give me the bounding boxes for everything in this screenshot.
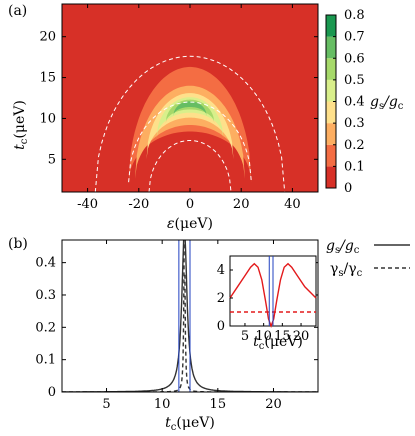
colorbar-tick-label: 0 — [344, 181, 352, 196]
panel-a-y-tick-label: 10 — [39, 111, 56, 126]
colorbar-tick-label: 0.8 — [344, 8, 365, 23]
panel-a-y-label: tc(μeV) — [12, 100, 30, 150]
inset-x-tick-label: 5 — [241, 329, 249, 344]
panel-b-y-tick-label: 0.3 — [35, 288, 56, 303]
panel-a-x-label: ε(μeV) — [167, 216, 213, 232]
panel-a-y-tick-label: 15 — [39, 71, 56, 86]
colorbar-tick-label: 0.7 — [344, 30, 365, 45]
panel-b-y-tick-label: 0.4 — [35, 256, 56, 271]
panel-b-y-tick-label: 0.1 — [35, 353, 56, 368]
colorbar-tick-label: 0.6 — [344, 51, 365, 66]
colorbar-band — [326, 101, 336, 124]
panel-b-label: (b) — [8, 236, 28, 252]
panel-b-x-tick-label: 5 — [102, 397, 110, 412]
panel-b-x-label: tc(μeV) — [165, 415, 215, 433]
panel-a-y-tick-label: 5 — [48, 152, 56, 167]
series-line-gs-left — [62, 240, 185, 392]
inset-x-label: tc(μeV) — [253, 334, 303, 352]
inset-x-tick-label: 10 — [255, 329, 272, 344]
series-line-gamma-left — [62, 241, 185, 392]
panel-a-axes: -40 -20 0 20 40 5 10 15 20 — [39, 3, 319, 212]
heatmap-plot — [62, 4, 318, 193]
center-dashed-line — [128, 101, 252, 183]
panel-a-x-tick-label: 20 — [233, 197, 250, 212]
panel-b-x-tick-label: 15 — [210, 397, 227, 412]
inset-y-tick-label: 4 — [217, 263, 225, 278]
colorbar-tick-label: 0.4 — [344, 95, 365, 110]
colorbar-band — [326, 58, 336, 80]
heatmap-level-0.6 — [173, 101, 207, 116]
legend-label-gamma: γs/γc — [330, 261, 363, 279]
colorbar-band — [326, 144, 336, 167]
inset-y-tick-label: 0 — [217, 319, 225, 334]
panel-a-x-tick-label: 0 — [186, 197, 194, 212]
heatmap-level-0.5 — [165, 99, 215, 124]
inset-ratio-line — [229, 262, 317, 329]
panel-b-y-tick-label: 0 — [48, 385, 56, 400]
panel-a-label: (a) — [8, 3, 27, 19]
colorbar-band — [326, 36, 336, 59]
colorbar-band — [326, 166, 336, 188]
panel-a-y-tick-label: 20 — [39, 30, 56, 45]
colorbar-tick-label: 0.2 — [344, 138, 365, 153]
colorbar-band — [326, 123, 336, 145]
inner-dashed-line — [148, 140, 232, 193]
panel-b-y-tick-label: 0.2 — [35, 320, 56, 335]
panel-b-x-tick-label: 20 — [265, 397, 282, 412]
colorbar-band — [326, 79, 336, 102]
inset-plot: 5 10 15 20 0 2 4 — [217, 255, 317, 344]
colorbar: 0 0.1 0.2 0.3 0.4 0.5 0.6 0.7 0.8 — [325, 8, 365, 196]
inset-x-tick-label: 15 — [274, 329, 291, 344]
panel-a-x-tick-label: 40 — [284, 197, 301, 212]
panel-a-x-tick-label: -20 — [128, 197, 149, 212]
panel-b-frame — [61, 239, 319, 393]
colorbar-band — [326, 15, 336, 37]
legend: gs/gc γs/γc — [326, 238, 410, 279]
colorbar-tick-label: 0.3 — [344, 116, 365, 131]
inset-x-tick-label: 20 — [293, 329, 310, 344]
legend-label-gs: gs/gc — [326, 238, 360, 256]
colorbar-tick-label: 0.1 — [344, 159, 365, 174]
outer-dashed-line — [94, 55, 286, 193]
colorbar-tick-label: 0.5 — [344, 73, 365, 88]
colorbar-label: gs/gc — [370, 94, 404, 112]
panel-a-x-tick-label: -40 — [77, 197, 98, 212]
inset-y-tick-label: 2 — [217, 291, 225, 306]
panel-b-x-tick-label: 10 — [154, 397, 171, 412]
